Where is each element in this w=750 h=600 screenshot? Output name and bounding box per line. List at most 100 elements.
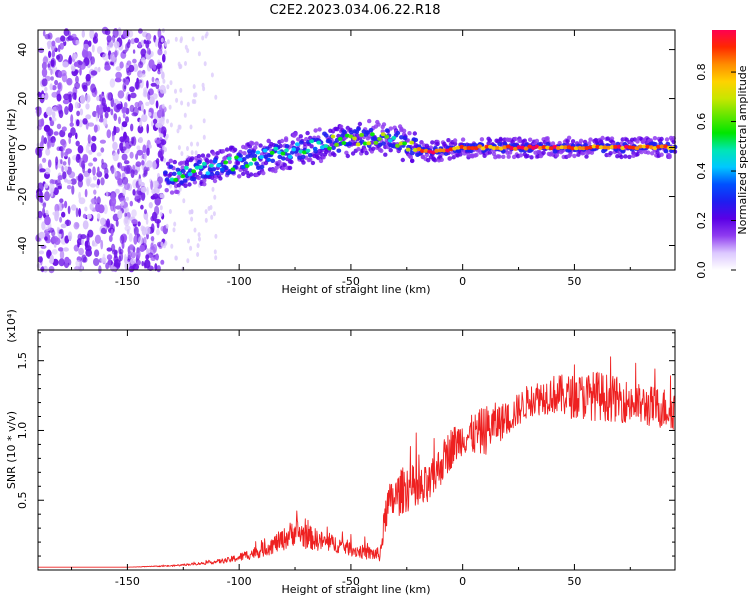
ridge-core: [327, 139, 333, 144]
noise-blob: [159, 211, 163, 217]
ridge-halo: [176, 174, 181, 180]
noise-blob: [82, 43, 89, 50]
y-tick-label: 1.0: [16, 422, 29, 440]
ridge-halo: [447, 156, 452, 161]
noise-blob: [106, 35, 112, 43]
ridge-core: [497, 141, 503, 147]
noise-blob: [143, 236, 147, 246]
ridge-halo: [283, 137, 289, 143]
noise-blob: [75, 140, 80, 147]
ridge-halo: [250, 141, 255, 146]
noise-blob: [59, 129, 66, 138]
ridge-halo: [168, 158, 173, 163]
noise-blob: [180, 100, 184, 106]
ridge-halo: [407, 131, 412, 136]
ridge-hotspot: [462, 146, 468, 151]
noise-blob: [194, 150, 198, 156]
noise-blob: [112, 152, 119, 162]
ridge-hotspot: [455, 145, 461, 150]
noise-blob: [136, 145, 141, 150]
ridge-hotspot: [212, 159, 218, 164]
noise-blob: [76, 119, 80, 127]
noise-blob: [61, 203, 65, 209]
ridge-core: [307, 153, 313, 158]
noise-blob: [117, 148, 120, 155]
ridge-hotspot: [441, 148, 447, 153]
ridge-hotspot: [645, 144, 651, 149]
noise-blob: [104, 64, 111, 71]
noise-blob: [46, 40, 53, 48]
noise-blob: [54, 210, 60, 218]
noise-blob: [213, 194, 217, 200]
noise-blob: [162, 130, 167, 138]
noise-blob: [37, 256, 43, 263]
ridge-core: [298, 140, 304, 145]
ridge-halo: [218, 176, 223, 181]
noise-blob: [63, 247, 69, 252]
ridge-halo: [198, 170, 203, 176]
noise-blob: [156, 265, 161, 273]
frequency-ridge: [163, 118, 678, 195]
ridge-halo: [430, 140, 435, 145]
ridge-core: [247, 149, 252, 154]
noise-blob: [87, 229, 94, 238]
ridge-hotspot: [255, 150, 261, 155]
y-tick-label: 40: [16, 43, 29, 57]
noise-blob: [58, 109, 64, 119]
noise-blob: [81, 237, 84, 246]
noise-blob: [146, 160, 153, 169]
colorbar-tick-label: 0.0: [695, 261, 708, 279]
noise-blob: [50, 57, 57, 68]
noise-blob: [154, 180, 159, 189]
noise-blob: [56, 104, 63, 111]
ridge-hotspot: [319, 145, 325, 150]
ridge-hotspot: [184, 165, 189, 170]
snr-x-axis-label: Height of straight line (km): [281, 583, 430, 596]
ridge-core: [277, 154, 283, 160]
noise-blob: [182, 198, 186, 204]
ridge-halo: [554, 152, 560, 158]
ridge-halo: [600, 135, 605, 141]
noise-blob: [163, 50, 167, 56]
noise-blob: [113, 113, 118, 121]
ridge-core: [281, 156, 286, 161]
noise-blob: [75, 132, 78, 140]
noise-blob: [178, 186, 182, 192]
noise-blob: [210, 72, 214, 78]
noise-blob: [155, 228, 160, 236]
noise-blob: [106, 92, 112, 101]
ridge-hotspot: [309, 139, 314, 144]
ridge-hotspot: [287, 154, 293, 159]
ridge-core: [270, 158, 276, 163]
noise-blob: [150, 82, 157, 87]
noise-blob: [104, 173, 109, 180]
ridge-core: [200, 174, 206, 179]
noise-blob: [184, 61, 187, 66]
noise-blob: [62, 161, 67, 166]
noise-blob: [150, 180, 154, 190]
ridge-hotspot: [412, 147, 418, 152]
ridge-halo: [196, 175, 202, 181]
noise-blob: [87, 134, 91, 144]
x-tick-label: -50: [342, 275, 360, 288]
noise-blob: [55, 37, 62, 43]
ridge-halo: [305, 130, 310, 136]
ridge-halo: [460, 137, 466, 142]
colorbar-gradient: [712, 30, 736, 270]
ridge-hotspot: [291, 147, 297, 152]
noise-blob: [106, 44, 111, 52]
ridge-halo: [293, 132, 298, 137]
noise-blob: [115, 71, 122, 79]
noise-blob: [157, 48, 163, 56]
ridge-halo: [296, 137, 301, 142]
ridge-core: [443, 151, 449, 156]
ridge-halo: [200, 153, 206, 158]
noise-blob: [63, 93, 70, 101]
ridge-hotspot: [563, 145, 568, 150]
ridge-halo: [376, 122, 381, 127]
ridge-core: [347, 141, 352, 146]
noise-blob: [51, 117, 57, 122]
noise-blob: [192, 84, 196, 90]
noise-blob: [44, 33, 51, 40]
noise-blob: [135, 249, 141, 259]
